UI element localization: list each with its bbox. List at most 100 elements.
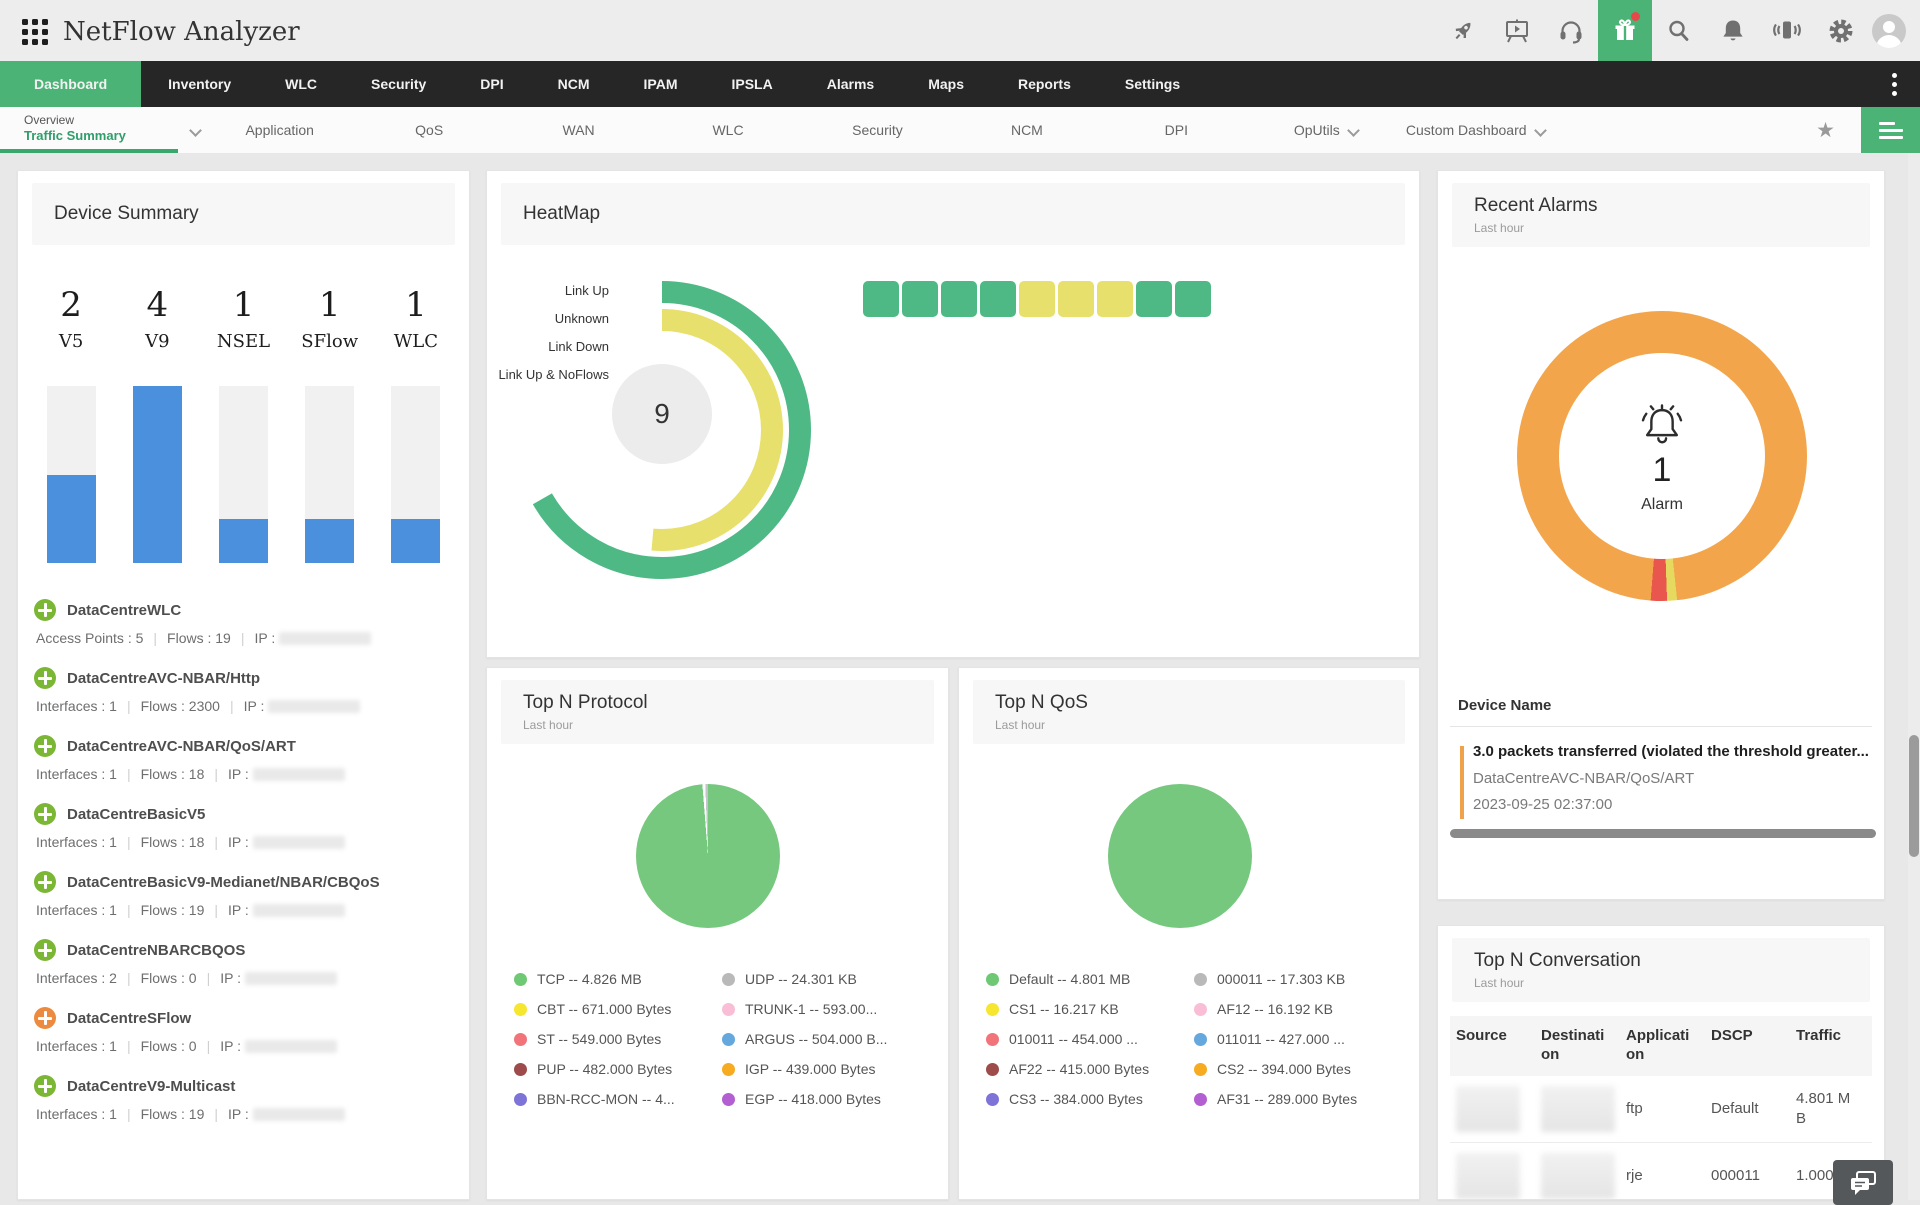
device-bar-sflow: [287, 386, 373, 563]
gear-icon[interactable]: [1814, 0, 1868, 61]
device-name-row[interactable]: DataCentreBasicV5: [34, 803, 453, 825]
heatmap-square-6-unknown[interactable]: [1058, 281, 1094, 317]
heatmap-total-interfaces: 9: [612, 364, 712, 464]
subnav-item-custom-dashboard[interactable]: Custom Dashboard: [1401, 107, 1550, 153]
device-name-row[interactable]: DataCentreV9-Multicast: [34, 1075, 453, 1097]
table-row[interactable]: rje 000011 1.000 B: [1450, 1143, 1872, 1200]
subnav-item-oputils[interactable]: OpUtils: [1251, 107, 1400, 153]
subnav-item-qos[interactable]: QoS: [354, 107, 503, 153]
chevron-down-icon[interactable]: [189, 124, 202, 137]
subnav-item-application[interactable]: Application: [205, 107, 354, 153]
nav-item-ipam[interactable]: IPAM: [643, 76, 678, 92]
recent-alarms-subtitle: Last hour: [1474, 221, 1525, 235]
heatmap-square-9-up[interactable]: [1175, 281, 1211, 317]
column-header-destination: Destination: [1541, 1027, 1605, 1063]
redacted-ip-value: [252, 836, 345, 849]
legend-dot: [722, 1032, 735, 1046]
nav-bar: Dashboard Inventory WLC Security DPI NCM IPAM I…: [0, 61, 1920, 107]
gift-icon[interactable]: [1598, 0, 1652, 61]
vibrate-phone-icon[interactable]: [1760, 0, 1814, 61]
device-name-row[interactable]: DataCentreBasicV9-Medianet/NBAR/CBQoS: [34, 871, 453, 893]
search-icon[interactable]: [1652, 0, 1706, 61]
device-name: DataCentreV9-Multicast: [67, 1077, 236, 1095]
legend-label: AF22 -- 415.000 Bytes: [1009, 1061, 1150, 1077]
nav-item-inventory[interactable]: Inventory: [168, 76, 232, 92]
chevron-down-icon[interactable]: [1346, 123, 1360, 137]
subnav-item-overview-traffic-summary[interactable]: Overview Traffic Summary: [0, 107, 202, 153]
device-stats-row: 2 V5 4 V9 1 NSEL 1 SFlow 1 WLC: [18, 285, 469, 352]
alarm-bell-icon: [1641, 403, 1683, 443]
horizontal-scrollbar[interactable]: [1450, 829, 1876, 838]
heatmap-square-5-unknown[interactable]: [1019, 281, 1055, 317]
device-bars-chart: [18, 386, 469, 563]
traffic-cell: 4.801 MB: [1796, 1090, 1851, 1127]
legend-dot: [514, 1002, 527, 1016]
nav-item-dpi[interactable]: DPI: [480, 76, 504, 92]
redacted-destination: [1541, 1085, 1615, 1132]
avatar[interactable]: [1872, 13, 1906, 48]
kebab-menu-icon[interactable]: [1882, 61, 1906, 107]
legend-dot: [514, 1032, 527, 1046]
device-name-row[interactable]: DataCentreAVC-NBAR/Http: [34, 667, 453, 689]
nav-item-wlc[interactable]: WLC: [285, 76, 318, 92]
stat-label: V9: [145, 331, 170, 352]
legend-dot: [514, 972, 527, 986]
legend-dot: [514, 1092, 527, 1106]
heatmap-square-8-up[interactable]: [1136, 281, 1172, 317]
vertical-scrollbar-thumb[interactable]: [1909, 735, 1919, 857]
headset-icon[interactable]: [1544, 0, 1598, 61]
qos-legend-item: 010011 -- 454.000 ...: [986, 1024, 1194, 1054]
subnav-item-label: OpUtils: [1293, 122, 1340, 138]
nav-item-settings[interactable]: Settings: [1124, 76, 1181, 92]
feedback-chat-button[interactable]: [1833, 1160, 1893, 1205]
nav-item-dashboard[interactable]: Dashboard: [0, 61, 142, 107]
subnav-overview-label: Overview: [24, 113, 75, 127]
heatmap-square-3-up[interactable]: [941, 281, 977, 317]
nav-item-maps[interactable]: Maps: [928, 76, 964, 92]
favorite-star-icon[interactable]: ★: [1816, 118, 1835, 142]
heatmap-square-4-up[interactable]: [980, 281, 1016, 317]
subnav-item-wlc[interactable]: WLC: [653, 107, 802, 153]
device-name-row[interactable]: DataCentreAVC-NBAR/QoS/ART: [34, 735, 453, 757]
apps-grid-icon[interactable]: [22, 18, 49, 46]
bell-icon[interactable]: [1706, 0, 1760, 61]
divider: |: [240, 630, 245, 646]
nav-item-ncm[interactable]: NCM: [557, 76, 590, 92]
device-bar-wlc: [373, 386, 459, 563]
device-name-row[interactable]: DataCentreSFlow: [34, 1007, 453, 1029]
device-name-row[interactable]: DataCentreWLC: [34, 599, 453, 621]
divider: |: [126, 902, 131, 918]
stat-value: 1: [318, 285, 341, 325]
subnav-item-security[interactable]: Security: [803, 107, 952, 153]
legend-dot: [722, 1092, 735, 1106]
table-row[interactable]: ftp Default 4.801 MB: [1450, 1076, 1872, 1143]
device-meta-item: Interfaces : 1: [36, 834, 117, 850]
device-name-row[interactable]: DataCentreNBARCBQOS: [34, 939, 453, 961]
alarm-entry[interactable]: 3.0 packets transferred (violated the th…: [1460, 743, 1874, 819]
nav-item-alarms[interactable]: Alarms: [826, 76, 875, 92]
chevron-down-icon[interactable]: [1533, 123, 1547, 137]
device-meta-item: Interfaces : 1: [36, 766, 117, 782]
dashboard-menu-button[interactable]: [1861, 107, 1920, 153]
device-meta-item: Interfaces : 1: [36, 1038, 117, 1054]
nav-item-reports[interactable]: Reports: [1017, 76, 1071, 92]
device-ip-label: IP :: [228, 1106, 253, 1122]
presentation-icon[interactable]: [1490, 0, 1544, 61]
rocket-icon[interactable]: [1436, 0, 1490, 61]
protocol-legend-item: BBN-RCC-MON -- 4...: [514, 1084, 722, 1114]
top-n-protocol-card: Top N Protocol Last hour TCP -- 4.826 MB…: [486, 667, 949, 1200]
divider: |: [126, 1038, 131, 1054]
subnav-item-dpi[interactable]: DPI: [1102, 107, 1251, 153]
heatmap-square-1-up[interactable]: [863, 281, 899, 317]
heatmap-square-2-up[interactable]: [902, 281, 938, 317]
subnav-item-wan[interactable]: WAN: [504, 107, 653, 153]
subnav-item-ncm[interactable]: NCM: [952, 107, 1101, 153]
recent-alarms-card: Recent Alarms Last hour 1 Alarm Device N…: [1437, 170, 1885, 900]
nav-item-security[interactable]: Security: [371, 76, 427, 92]
redacted-ip-value: [268, 700, 361, 713]
recent-alarms-header: Recent Alarms Last hour: [1452, 183, 1870, 247]
stat-value: 1: [232, 285, 255, 325]
divider: |: [153, 630, 158, 646]
nav-item-ipsla[interactable]: IPSLA: [731, 76, 773, 92]
heatmap-square-7-unknown[interactable]: [1097, 281, 1133, 317]
